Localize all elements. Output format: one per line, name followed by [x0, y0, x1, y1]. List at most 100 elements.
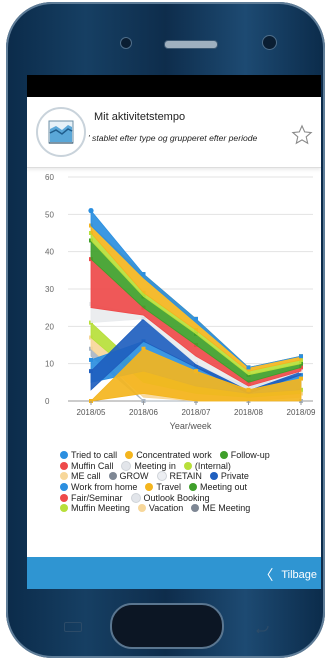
legend-label: Meeting out	[200, 482, 248, 493]
y-tick-label: 10	[45, 360, 54, 369]
legend-swatch	[156, 471, 167, 482]
legend-label: Follow-up	[230, 450, 270, 461]
legend-swatch	[108, 472, 117, 481]
phone-top-bezel	[24, 12, 307, 74]
legend-swatch	[137, 504, 146, 513]
data-point	[299, 376, 303, 381]
legend-label: ME call	[71, 471, 101, 482]
legend-label: Outlook Booking	[143, 492, 210, 503]
legend-swatch	[130, 492, 141, 503]
phone-screen: Mit aktivitetstempo ' stablet efter type…	[27, 75, 321, 589]
legend-item[interactable]: Muffin Call	[60, 461, 113, 472]
legend-row: Muffin Meeting Vacation ME Meeting	[60, 503, 320, 514]
legend-label: Travel	[156, 482, 182, 493]
data-point	[194, 369, 198, 374]
data-point	[299, 354, 303, 359]
legend-row: Tried to call Concentrated work Follow-up	[60, 450, 320, 461]
front-sensor	[120, 37, 132, 49]
legend-item[interactable]: ME call	[60, 471, 101, 482]
y-tick-label: 20	[45, 322, 54, 331]
legend-swatch	[60, 472, 68, 481]
legend-label: Work from home	[71, 482, 138, 493]
x-tick-label: 2018/06	[129, 408, 158, 417]
legend-item[interactable]: Fair/Seminar	[60, 492, 123, 503]
x-tick-label: 2018/05	[77, 408, 106, 417]
legend-label: ME Meeting	[202, 503, 251, 514]
legend-item[interactable]: Tried to call	[60, 450, 117, 461]
legend-item[interactable]: Vacation	[137, 503, 184, 514]
favorite-star-icon[interactable]	[291, 124, 313, 146]
legend-label: Muffin Call	[71, 460, 114, 471]
legend-item[interactable]: (Internal)	[183, 460, 231, 472]
legend-swatch	[191, 504, 200, 513]
data-point	[88, 208, 94, 214]
data-point	[89, 357, 93, 362]
app-header: Mit aktivitetstempo ' stablet efter type…	[27, 97, 321, 168]
activity-chart-icon	[36, 107, 86, 157]
legend-swatch	[145, 483, 154, 492]
legend-row: Fair/Seminar Outlook Booking	[60, 492, 320, 503]
front-camera	[262, 35, 277, 50]
y-tick-label: 40	[45, 248, 54, 257]
data-point	[246, 365, 251, 370]
legend-label: Concentrated work	[136, 450, 212, 461]
legend-item[interactable]: GROW	[108, 471, 149, 482]
y-tick-label: 50	[45, 210, 54, 219]
legend-item[interactable]: Meeting out	[189, 482, 247, 493]
x-tick-label: 2018/08	[234, 408, 263, 417]
back-arrow-icon[interactable]	[254, 620, 270, 634]
y-tick-label: 30	[45, 285, 54, 294]
data-point	[194, 316, 198, 321]
back-button-label: Tilbage	[281, 569, 317, 581]
legend-swatch	[219, 451, 228, 460]
x-axis-label: Year/week	[170, 421, 212, 431]
legend-item[interactable]: RETAIN	[156, 471, 202, 482]
legend-item[interactable]: Follow-up	[219, 450, 270, 461]
legend-swatch	[209, 472, 218, 481]
legend-item[interactable]: Work from home	[60, 482, 137, 493]
chart-legend: Tried to call Concentrated work Follow-up M…	[60, 450, 320, 514]
legend-item[interactable]: Concentrated work	[125, 450, 212, 461]
home-button[interactable]	[110, 603, 224, 649]
legend-label: GROW	[119, 471, 149, 482]
legend-item[interactable]: Outlook Booking	[130, 492, 210, 503]
legend-item[interactable]: Private	[209, 471, 249, 482]
data-point	[246, 387, 251, 392]
legend-label: Fair/Seminar	[71, 492, 123, 503]
legend-label: Tried to call	[71, 450, 118, 461]
legend-label: Private	[220, 471, 249, 482]
legend-label: RETAIN	[169, 471, 202, 482]
recent-apps-icon[interactable]	[64, 622, 82, 632]
legend-swatch	[60, 483, 68, 492]
legend-row: Work from home Travel Meeting out	[60, 482, 320, 493]
activity-chart: 0 10 20 30 40 50 60 2018/05 2018/06 2018/07 2018/0…	[27, 171, 321, 433]
status-bar	[27, 75, 321, 97]
back-button[interactable]: 〈 Tilbage	[259, 565, 317, 585]
activity-stacked-area-chart: 0 10 20 30 40 50 60 2018/05 2018/06 2018/07 2018/0…	[45, 173, 316, 431]
legend-item[interactable]: Meeting in	[121, 460, 176, 472]
legend-item[interactable]: Travel	[145, 482, 181, 493]
y-tick-label: 60	[45, 173, 54, 182]
legend-item[interactable]: Muffin Meeting	[60, 503, 130, 514]
data-point	[141, 346, 146, 351]
bottom-bar: 〈 Tilbage	[27, 557, 321, 589]
legend-label: Vacation	[148, 503, 184, 514]
area-band	[89, 348, 302, 402]
area-band	[90, 209, 302, 368]
legend-swatch	[60, 504, 68, 513]
legend-swatch	[60, 451, 68, 460]
legend-label: (Internal)	[194, 460, 231, 471]
legend-swatch	[125, 451, 134, 460]
chevron-left-icon: 〈	[259, 567, 274, 583]
legend-label: Meeting in	[134, 460, 176, 471]
legend-row: ME call GROW RETAIN Private	[60, 471, 320, 482]
legend-swatch	[183, 461, 192, 470]
legend-swatch	[60, 461, 68, 470]
legend-swatch	[189, 483, 198, 492]
data-point	[89, 369, 93, 374]
legend-item[interactable]: ME Meeting	[191, 503, 250, 514]
page-title: Mit aktivitetstempo	[94, 111, 186, 123]
x-tick-label: 2018/09	[287, 408, 316, 417]
x-tick-label: 2018/07	[182, 408, 211, 417]
page-subtitle: ' stablet efter type og grupperet efter …	[88, 133, 258, 143]
